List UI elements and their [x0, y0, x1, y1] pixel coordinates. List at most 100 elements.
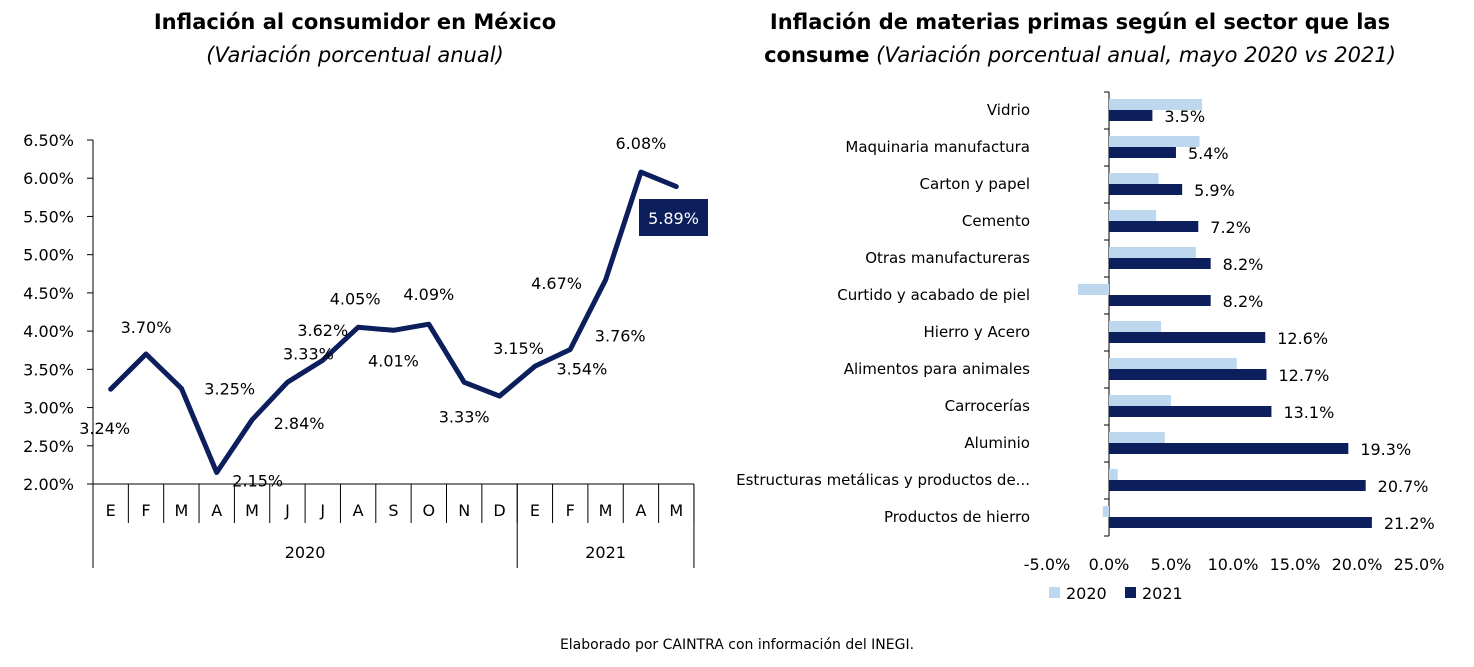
- x-month-label: D: [493, 501, 505, 520]
- y-tick-label: 6.50%: [23, 131, 74, 150]
- legend-swatch-2020: [1049, 587, 1060, 598]
- cpi-data-label: 3.62%: [297, 321, 348, 340]
- x-month-label: J: [319, 501, 325, 520]
- category-label: Maquinaria manufactura: [845, 138, 1030, 156]
- y-tick-label: 5.50%: [23, 207, 74, 226]
- right-chart-title-line2: consume: [764, 43, 870, 67]
- bar-2021: [1109, 332, 1266, 343]
- source-footer: Elaborado por CAINTRA con información de…: [559, 637, 915, 653]
- bar-2021-data-label: 21.2%: [1384, 514, 1435, 533]
- bar-2021: [1109, 221, 1199, 232]
- bar-2021-data-label: 19.3%: [1360, 440, 1411, 459]
- bar-2020: [1102, 506, 1109, 517]
- bar-2021: [1109, 443, 1349, 454]
- y-tick-label: 4.50%: [23, 284, 74, 303]
- cpi-data-label: 3.33%: [283, 344, 334, 363]
- x-tick-label: 10.0%: [1208, 555, 1259, 574]
- bar-2020: [1109, 210, 1157, 221]
- cpi-series-line: [108, 169, 679, 475]
- bar-2020: [1109, 99, 1202, 110]
- category-label: Estructuras metálicas y productos de...: [736, 471, 1030, 489]
- y-tick-label: 2.00%: [23, 475, 74, 494]
- category-label: Productos de hierro: [884, 508, 1030, 526]
- bar-2021: [1109, 258, 1211, 269]
- bar-2021-data-label: 7.2%: [1210, 218, 1251, 237]
- bar-2021: [1109, 517, 1372, 528]
- cpi-data-label: 4.01%: [368, 351, 419, 370]
- bar-2021: [1109, 480, 1366, 491]
- bar-2021-data-label: 12.6%: [1277, 329, 1328, 348]
- bar-2020: [1109, 432, 1165, 443]
- bar-2021-data-label: 5.9%: [1194, 181, 1235, 200]
- cpi-data-label: 4.05%: [330, 289, 381, 308]
- x-tick-label: -5.0%: [1024, 555, 1070, 574]
- x-month-label: A: [211, 501, 222, 520]
- x-month-label: A: [353, 501, 364, 520]
- x-month-label: F: [141, 501, 150, 520]
- bar-2020: [1109, 136, 1200, 147]
- category-label: Alimentos para animales: [844, 360, 1030, 378]
- year-group-label-2020: 2020: [285, 543, 326, 562]
- legend-label-2021: 2021: [1142, 584, 1183, 603]
- bar-2020: [1109, 395, 1171, 406]
- bar-2021: [1109, 369, 1267, 380]
- legend-label-2020: 2020: [1066, 584, 1107, 603]
- bar-2020: [1109, 247, 1196, 258]
- category-label: Carrocerías: [945, 397, 1031, 415]
- cpi-data-label: 3.70%: [121, 318, 172, 337]
- bar-2021-data-label: 8.2%: [1223, 255, 1264, 274]
- cpi-data-label: 4.67%: [531, 274, 582, 293]
- cpi-data-label: 2.15%: [232, 472, 283, 491]
- cpi-data-label: 3.25%: [204, 380, 255, 399]
- x-month-label: A: [635, 501, 646, 520]
- x-month-label: F: [566, 501, 575, 520]
- year-group-label-2021: 2021: [585, 543, 626, 562]
- bar-2021: [1109, 406, 1272, 417]
- category-label: Cemento: [962, 212, 1030, 230]
- left-chart-subtitle: (Variación porcentual anual): [206, 43, 504, 67]
- category-label: Vidrio: [987, 101, 1030, 119]
- cpi-data-label: 2.84%: [274, 414, 325, 433]
- y-tick-label: 5.00%: [23, 246, 74, 265]
- y-tick-label: 3.00%: [23, 399, 74, 418]
- right-chart-title-line1: Inflación de materias primas según el se…: [769, 10, 1391, 34]
- x-tick-label: 15.0%: [1270, 555, 1321, 574]
- x-tick-label: 20.0%: [1332, 555, 1383, 574]
- cpi-data-label: 6.08%: [616, 134, 667, 153]
- x-month-label: M: [245, 501, 259, 520]
- x-month-label: J: [284, 501, 290, 520]
- bar-2021: [1109, 147, 1176, 158]
- category-label: Aluminio: [964, 434, 1030, 452]
- bar-2020: [1109, 358, 1237, 369]
- y-tick-label: 6.00%: [23, 169, 74, 188]
- category-label: Otras manufactureras: [865, 249, 1030, 267]
- x-month-label: S: [388, 501, 398, 520]
- bar-2021-data-label: 20.7%: [1378, 477, 1429, 496]
- last-value-label: 5.89%: [648, 209, 699, 228]
- x-month-label: E: [106, 501, 116, 520]
- y-tick-label: 3.50%: [23, 360, 74, 379]
- bar-2021: [1109, 295, 1211, 306]
- bar-2021-data-label: 3.5%: [1164, 107, 1205, 126]
- cpi-data-label: 3.15%: [493, 339, 544, 358]
- bar-2021-data-label: 8.2%: [1223, 292, 1264, 311]
- bar-2020: [1078, 284, 1109, 295]
- last-value-badge: [639, 199, 708, 236]
- x-month-label: M: [599, 501, 613, 520]
- category-label: Carton y papel: [920, 175, 1030, 193]
- right-chart-title: Inflación de materias primas según el se…: [700, 6, 1460, 72]
- y-tick-label: 2.50%: [23, 437, 74, 456]
- left-chart-title-main: Inflación al consumidor en México: [153, 10, 557, 34]
- bar-2021-data-label: 12.7%: [1278, 366, 1329, 385]
- cpi-data-label: 4.09%: [403, 285, 454, 304]
- x-month-label: N: [458, 501, 470, 520]
- x-tick-label: 5.0%: [1151, 555, 1192, 574]
- left-chart-title: Inflación al consumidor en México (Varia…: [40, 6, 670, 72]
- bar-2021: [1109, 110, 1153, 121]
- bar-2020: [1109, 469, 1118, 480]
- x-month-label: M: [669, 501, 683, 520]
- cpi-data-label: 3.24%: [79, 419, 130, 438]
- bar-2020: [1109, 173, 1159, 184]
- cpi-data-label: 3.33%: [439, 407, 490, 426]
